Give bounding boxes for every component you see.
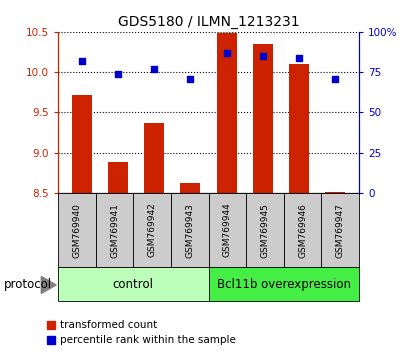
Bar — [217, 34, 237, 193]
Bar — [144, 123, 164, 193]
Text: GSM769943: GSM769943 — [185, 202, 194, 258]
Text: GSM769941: GSM769941 — [110, 202, 119, 258]
Text: GSM769940: GSM769940 — [72, 202, 81, 258]
Text: protocol: protocol — [4, 278, 52, 291]
Bar — [325, 192, 345, 193]
Bar — [58, 267, 209, 301]
Bar — [58, 193, 96, 267]
Bar — [72, 95, 92, 193]
Point — [223, 50, 230, 56]
Bar — [289, 64, 309, 193]
Bar — [181, 183, 200, 193]
Point — [296, 55, 303, 61]
Bar — [284, 193, 321, 267]
Text: GSM769946: GSM769946 — [298, 202, 307, 258]
Bar — [171, 193, 209, 267]
Bar — [209, 267, 359, 301]
Text: control: control — [113, 278, 154, 291]
Text: GSM769947: GSM769947 — [336, 202, 345, 258]
Bar — [108, 162, 128, 193]
Text: GSM769944: GSM769944 — [223, 203, 232, 257]
Bar — [253, 44, 273, 193]
Bar — [246, 193, 284, 267]
Polygon shape — [42, 276, 56, 293]
Title: GDS5180 / ILMN_1213231: GDS5180 / ILMN_1213231 — [118, 16, 299, 29]
Text: GSM769942: GSM769942 — [148, 203, 156, 257]
Bar — [321, 193, 359, 267]
Point — [115, 71, 121, 76]
Legend: transformed count, percentile rank within the sample: transformed count, percentile rank withi… — [47, 320, 236, 346]
Point — [151, 66, 158, 72]
Text: Bcl11b overexpression: Bcl11b overexpression — [217, 278, 351, 291]
Point — [332, 76, 339, 81]
Text: GSM769945: GSM769945 — [261, 202, 269, 258]
Bar — [209, 193, 246, 267]
Point — [78, 58, 85, 64]
Bar — [96, 193, 133, 267]
Point — [187, 76, 194, 81]
Point — [259, 53, 266, 59]
Bar — [133, 193, 171, 267]
